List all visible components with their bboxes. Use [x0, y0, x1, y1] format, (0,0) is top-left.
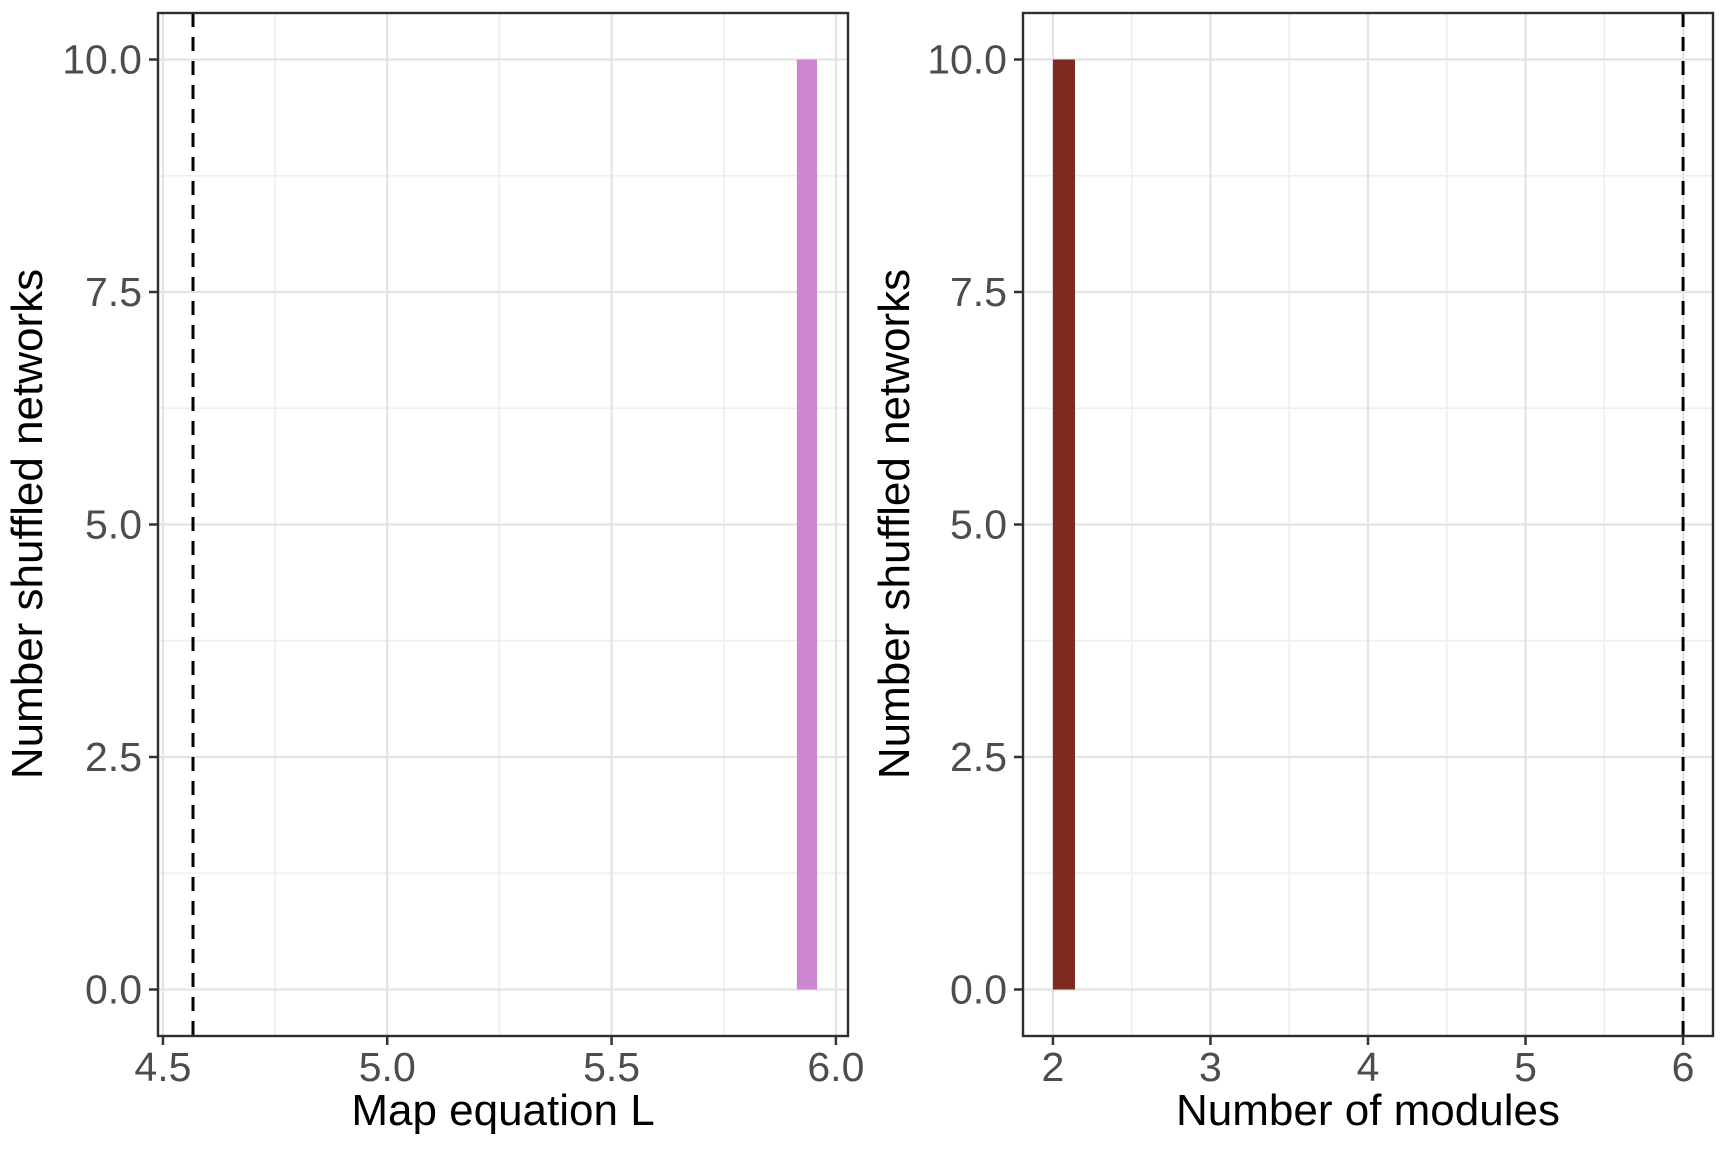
y-tick-label: 10.0: [62, 37, 142, 83]
x-tick-label: 2: [1042, 1044, 1065, 1090]
panel-right: 2 3 4 5 6 0.0 2.5 5.0 7.5 10.0: [927, 11, 1715, 1090]
histogram-bar: [1052, 59, 1075, 990]
y-tick-label: 2.5: [950, 734, 1007, 780]
x-tick-label: 4: [1357, 1044, 1380, 1090]
panel-left: 4.5 5.0 5.5 6.0 0.0 2.5 5.0 7.5 10.0: [62, 11, 864, 1090]
y-axis-title-left: Number shuffled networks: [3, 268, 52, 780]
x-tick-label: 6.0: [807, 1044, 864, 1090]
y-tick-label: 10.0: [927, 37, 1007, 83]
x-tick-label: 3: [1199, 1044, 1222, 1090]
y-axis-title-right: Number shuffled networks: [870, 268, 919, 780]
x-tick-label: 5.5: [583, 1044, 640, 1090]
y-tick-label: 0.0: [85, 967, 142, 1013]
x-tick-label: 5: [1514, 1044, 1537, 1090]
y-tick-label: 5.0: [950, 502, 1007, 548]
x-tick-label: 4.5: [134, 1044, 191, 1090]
y-tick-label: 5.0: [85, 502, 142, 548]
x-axis-title-number-of-modules: Number of modules: [1176, 1086, 1560, 1135]
y-tick-label: 2.5: [85, 734, 142, 780]
x-axis-title-map-equation: Map equation L: [351, 1086, 655, 1135]
x-tick-label: 5.0: [359, 1044, 416, 1090]
histogram-bar: [796, 59, 818, 990]
x-tick-label: 6: [1672, 1044, 1695, 1090]
y-tick-label: 7.5: [950, 269, 1007, 315]
y-tick-label: 7.5: [85, 269, 142, 315]
y-tick-label: 0.0: [950, 967, 1007, 1013]
